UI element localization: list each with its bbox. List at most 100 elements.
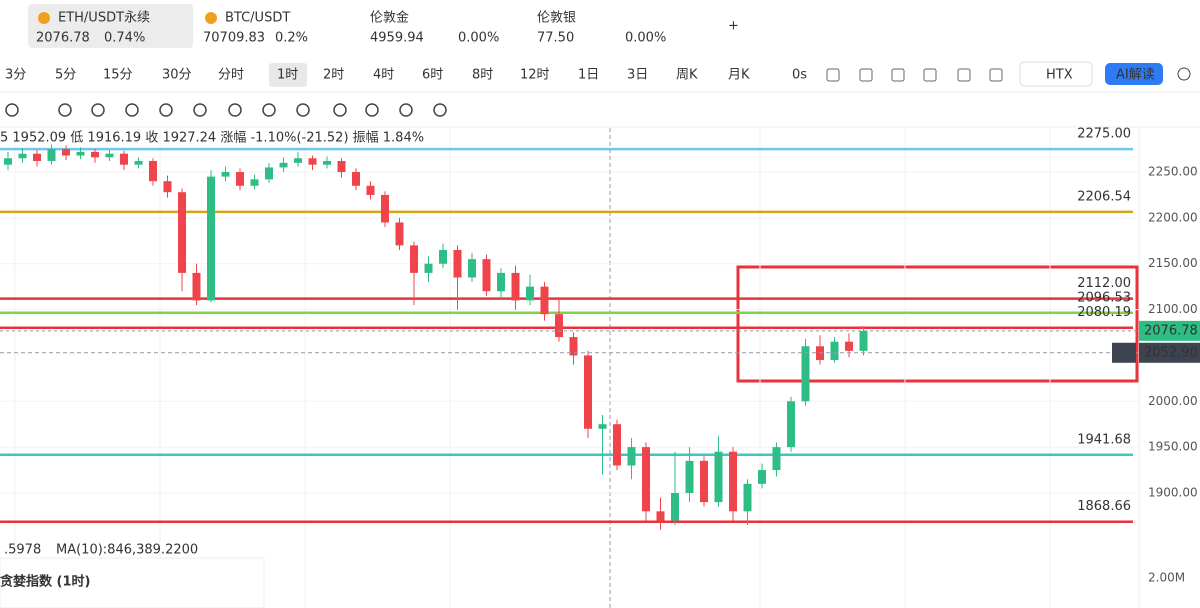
candle-body bbox=[178, 192, 186, 273]
timeframe[interactable]: 8时 bbox=[472, 68, 493, 83]
draw-tool-icon[interactable] bbox=[125, 103, 139, 117]
draw-tool-icon[interactable] bbox=[5, 103, 19, 117]
volume-axis-label: 2.00M bbox=[1148, 571, 1185, 585]
tab-symbol[interactable]: 伦敦金 bbox=[370, 10, 409, 26]
candle-body bbox=[163, 181, 172, 193]
share-icon[interactable] bbox=[1177, 67, 1191, 81]
tab-change: 0.2% bbox=[275, 31, 308, 46]
indicator-panel bbox=[0, 557, 265, 608]
candle-body bbox=[33, 153, 41, 162]
candle-body bbox=[120, 153, 128, 165]
candle-body bbox=[453, 249, 462, 278]
y-tick-label: 2150.00 bbox=[1148, 256, 1198, 270]
candle-body bbox=[729, 451, 737, 512]
exchange-select[interactable] bbox=[1019, 61, 1093, 87]
draw-tool-icon[interactable] bbox=[91, 103, 105, 117]
tab-change: 0.74% bbox=[104, 31, 145, 46]
candle-body bbox=[207, 176, 215, 301]
tool-icon[interactable] bbox=[826, 68, 840, 82]
draw-tool-icon[interactable] bbox=[296, 103, 310, 117]
tool-icon[interactable] bbox=[989, 68, 1003, 82]
timeframe[interactable]: 分时 bbox=[218, 68, 244, 83]
countdown: 0s bbox=[792, 68, 807, 83]
candle-body bbox=[642, 447, 650, 512]
level-label: 2080.19 bbox=[1077, 305, 1131, 320]
candle-body bbox=[62, 149, 70, 156]
tab-symbol[interactable]: ETH/USDT永续 bbox=[58, 11, 150, 26]
timeframe[interactable]: 2时 bbox=[323, 68, 344, 83]
tab-symbol[interactable]: BTC/USDT bbox=[225, 11, 290, 26]
tab-price: 4959.94 bbox=[370, 31, 424, 46]
draw-tool-icon[interactable] bbox=[433, 103, 447, 117]
candle-body bbox=[845, 341, 853, 351]
candle-body bbox=[497, 272, 505, 292]
candle-body bbox=[598, 424, 607, 429]
timeframe[interactable]: 月K bbox=[728, 68, 750, 83]
candle-body bbox=[91, 151, 99, 158]
timeframe[interactable]: 4时 bbox=[373, 68, 394, 83]
timeframe[interactable]: 5分 bbox=[55, 68, 76, 83]
ohlc-info: 5 1952.09 低 1916.19 收 1927.24 涨幅 -1.10%(… bbox=[0, 131, 424, 146]
tab-symbol[interactable]: 伦敦银 bbox=[537, 10, 576, 26]
candle-body bbox=[308, 158, 317, 165]
candle-body bbox=[700, 460, 708, 503]
draw-tool-icon[interactable] bbox=[159, 103, 173, 117]
tab-bar bbox=[0, 0, 1200, 52]
draw-tool-icon[interactable] bbox=[365, 103, 379, 117]
draw-tool-icon[interactable] bbox=[58, 103, 72, 117]
tab-change: 0.00% bbox=[625, 31, 666, 46]
timeframe[interactable]: 周K bbox=[676, 68, 698, 83]
timeframe-active bbox=[269, 63, 307, 87]
crosshair-label: 2052.90 bbox=[1144, 345, 1198, 360]
timeframe[interactable]: 15分 bbox=[103, 68, 133, 83]
candle-body bbox=[758, 470, 766, 484]
y-tick-label: 2000.00 bbox=[1148, 394, 1198, 408]
candle-body bbox=[76, 151, 85, 156]
tab-change: 0.00% bbox=[458, 31, 499, 46]
last-price-tag bbox=[1139, 320, 1200, 341]
candle-body bbox=[439, 249, 447, 264]
timeframe[interactable]: 30分 bbox=[162, 68, 192, 83]
draw-tool-icon[interactable] bbox=[193, 103, 207, 117]
timeframe[interactable]: 6时 bbox=[422, 68, 443, 83]
tab-icon bbox=[38, 12, 50, 24]
ai-button[interactable]: AI解读 bbox=[1116, 68, 1155, 83]
tool-icon[interactable] bbox=[891, 68, 905, 82]
y-tick-label: 1900.00 bbox=[1148, 485, 1198, 499]
indicator-title: 贪婪指数 (1时) bbox=[0, 574, 90, 590]
candle-body bbox=[859, 330, 868, 351]
candle-body bbox=[613, 424, 621, 466]
draw-tool-icon[interactable] bbox=[228, 103, 242, 117]
candle-body bbox=[149, 161, 157, 182]
draw-tool-icon[interactable] bbox=[333, 103, 347, 117]
active-tab-bg bbox=[28, 4, 193, 48]
timeframe[interactable]: 1日 bbox=[578, 68, 599, 83]
timeframe[interactable]: 3分 bbox=[5, 68, 26, 83]
timeframe[interactable]: 1时 bbox=[277, 68, 298, 83]
draw-tool-icon[interactable] bbox=[399, 103, 413, 117]
candle-body bbox=[671, 492, 679, 521]
candle-body bbox=[424, 263, 433, 273]
ai-button-bg[interactable] bbox=[1105, 63, 1163, 85]
tab-price: 77.50 bbox=[537, 31, 574, 46]
candle-body bbox=[656, 511, 665, 521]
candle-body bbox=[352, 172, 360, 186]
candle-body bbox=[279, 162, 288, 168]
crosshair-plus[interactable] bbox=[1112, 342, 1136, 363]
level-label: 2275.00 bbox=[1077, 127, 1131, 142]
tool-icon[interactable] bbox=[957, 68, 971, 82]
candle-body bbox=[801, 346, 810, 402]
tool-icon[interactable] bbox=[859, 68, 873, 82]
add-tab[interactable]: + bbox=[728, 19, 739, 34]
tool-icon[interactable] bbox=[923, 68, 937, 82]
candle-body bbox=[627, 447, 636, 466]
candle-body bbox=[105, 153, 114, 158]
candle-body bbox=[4, 158, 12, 165]
candle-body bbox=[18, 153, 27, 159]
timeframe[interactable]: 12时 bbox=[520, 68, 550, 83]
last-price-label: 2076.78 bbox=[1144, 323, 1198, 338]
draw-tool-icon[interactable] bbox=[262, 103, 276, 117]
timeframe[interactable]: 3日 bbox=[627, 68, 648, 83]
candle-body bbox=[555, 314, 563, 338]
